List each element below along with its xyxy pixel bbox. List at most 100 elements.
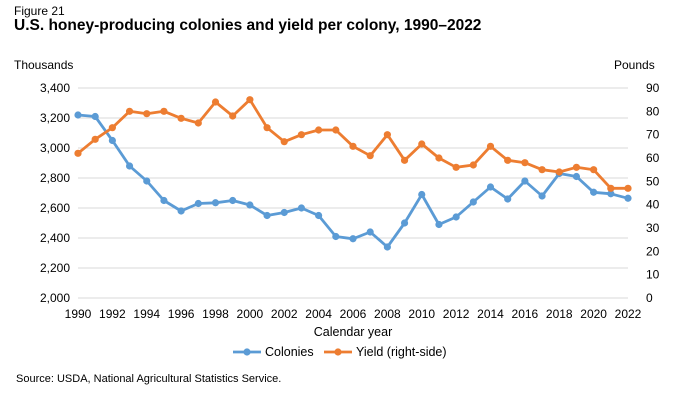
data-point [297,204,306,212]
data-point [555,168,563,176]
gridlines [78,87,628,299]
data-point [160,196,168,205]
data-point [246,96,254,104]
data-point [572,172,581,181]
data-point [538,166,546,174]
data-point [74,149,82,157]
data-point [177,114,185,122]
x-tick-label: 2008 [374,307,401,321]
left-tick-label: 3,200 [40,111,70,125]
data-point [590,166,598,174]
data-point [590,188,598,196]
x-tick-label: 1994 [133,307,160,321]
legend-swatch-marker [334,348,342,356]
data-point [194,119,202,127]
data-point [160,107,168,115]
data-point [418,190,426,199]
data-point [607,184,615,192]
data-point [263,124,271,132]
data-point [194,199,202,208]
series-layer [74,96,632,251]
x-tick-label: 1998 [202,307,229,321]
series-line [77,113,629,249]
x-tick-label: 2016 [512,307,539,321]
left-tick-label: 2,200 [40,261,70,275]
right-tick-label: 10 [646,268,660,282]
data-point [108,124,116,132]
legend-label: Colonies [265,345,314,359]
data-point [177,207,185,215]
data-point [315,126,323,134]
data-point [332,232,340,241]
right-tick-label: 70 [646,128,660,142]
data-point [315,211,323,220]
data-point [383,131,391,139]
data-point [297,131,306,139]
series-yield-right-side [74,96,632,192]
data-point [91,135,99,143]
data-point [263,211,271,220]
x-tick-label: 2002 [271,307,298,321]
series-colonies [74,111,632,251]
left-tick-label: 3,400 [40,81,70,95]
right-axis-ticks: 0 10 20 30 40 50 60 70 80 90 [646,81,660,305]
right-tick-label: 30 [646,221,660,235]
data-point [607,190,615,198]
data-point [280,208,288,217]
data-point [211,199,220,207]
data-point [521,177,529,185]
x-tick-label: 2004 [305,307,332,321]
data-point [383,243,391,251]
right-tick-label: 50 [646,174,660,188]
data-point [349,142,357,150]
data-point [349,235,357,243]
x-tick-label: 2018 [546,307,573,321]
x-tick-label: 2000 [237,307,264,321]
data-point [108,136,116,145]
left-tick-label: 2,800 [40,171,70,185]
data-point [469,198,477,206]
data-point [400,156,409,164]
data-point [452,163,460,171]
x-axis-title: Calendar year [314,325,393,339]
x-tick-label: 2006 [340,307,367,321]
left-axis-unit-label: Thousands [14,58,74,72]
data-point [452,213,460,221]
right-tick-label: 0 [646,291,653,305]
data-point [435,220,443,229]
data-point [624,184,632,192]
left-axis-ticks: 2,000 2,200 2,400 2,600 2,800 3,000 3,200 3,400 [40,81,70,305]
right-tick-label: 60 [646,151,660,165]
data-point [504,156,512,164]
data-point [246,201,254,209]
right-tick-label: 40 [646,198,660,212]
x-axis-ticks: 1990 1992 1994 1996 1998 2000 2002 2004 2006 2008… [65,307,642,321]
right-tick-label: 20 [646,244,660,258]
left-tick-label: 2,600 [40,201,70,215]
data-point [624,194,632,202]
data-point [125,107,134,115]
source-note: Source: USDA, National Agricultural Stat… [16,373,282,385]
data-point [332,126,340,134]
right-axis-unit-label: Pounds [614,58,655,72]
data-point [125,162,134,170]
data-point [74,111,82,119]
data-point [91,112,99,121]
data-point [229,112,237,120]
x-tick-label: 1990 [65,307,92,321]
data-point [486,183,495,191]
legend: Colonies Yield (right-side) [233,345,447,359]
left-tick-label: 3,000 [40,141,70,155]
figure-label: Figure 21 [14,4,65,18]
x-tick-label: 1992 [99,307,126,321]
data-point [521,159,529,167]
right-tick-label: 90 [646,81,660,95]
data-point [143,110,151,118]
x-tick-label: 2010 [408,307,435,321]
data-point [469,161,477,169]
data-point [366,152,374,160]
data-point [486,142,495,150]
chart-title: U.S. honey-producing colonies and yield … [14,17,482,34]
data-point [418,140,426,148]
